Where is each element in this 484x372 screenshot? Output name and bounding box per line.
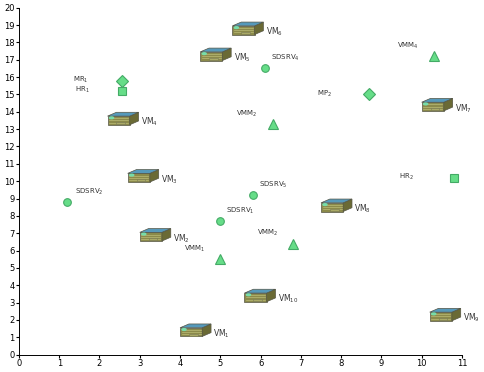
Text: VM$_6$: VM$_6$ (266, 26, 283, 38)
Text: VM$_1$: VM$_1$ (213, 328, 230, 340)
Polygon shape (107, 116, 130, 125)
Text: VM$_5$: VM$_5$ (234, 52, 250, 64)
Polygon shape (267, 289, 275, 302)
Text: VM$_2$: VM$_2$ (173, 232, 190, 245)
Text: MP$_2$: MP$_2$ (317, 89, 332, 99)
Polygon shape (321, 203, 343, 212)
Polygon shape (343, 199, 352, 212)
Text: VM$_7$: VM$_7$ (455, 102, 472, 115)
Polygon shape (150, 170, 159, 182)
Polygon shape (444, 99, 453, 111)
Bar (117, 122, 125, 124)
Polygon shape (162, 228, 171, 241)
Polygon shape (107, 112, 138, 116)
Circle shape (182, 328, 186, 330)
Circle shape (202, 53, 206, 55)
Text: VM$_3$: VM$_3$ (161, 173, 178, 186)
Text: SDSRV$_1$: SDSRV$_1$ (227, 206, 255, 216)
Polygon shape (430, 308, 461, 312)
Bar (209, 58, 218, 60)
Bar (189, 334, 198, 336)
Bar (149, 238, 157, 240)
Polygon shape (244, 293, 267, 302)
Bar (439, 318, 447, 320)
Circle shape (109, 117, 114, 119)
Polygon shape (130, 112, 138, 125)
Text: VMM$_2$: VMM$_2$ (236, 109, 258, 119)
Polygon shape (140, 228, 171, 232)
Bar (241, 32, 250, 34)
Text: SDSRV$_2$: SDSRV$_2$ (76, 187, 104, 197)
Polygon shape (430, 312, 452, 321)
Polygon shape (232, 26, 255, 35)
Polygon shape (244, 289, 275, 293)
Circle shape (432, 313, 436, 315)
Text: SDSRV$_5$: SDSRV$_5$ (258, 180, 287, 190)
Text: SDSRV$_4$: SDSRV$_4$ (271, 53, 300, 63)
Text: MR$_1$: MR$_1$ (73, 74, 89, 85)
Polygon shape (321, 199, 352, 203)
Text: HR$_2$: HR$_2$ (399, 172, 414, 182)
Polygon shape (200, 52, 222, 61)
Polygon shape (128, 173, 150, 182)
Circle shape (246, 294, 251, 296)
Circle shape (323, 204, 327, 205)
Text: VMM$_4$: VMM$_4$ (397, 41, 419, 51)
Polygon shape (255, 22, 263, 35)
Bar (136, 179, 145, 181)
Polygon shape (422, 99, 453, 102)
Circle shape (142, 233, 146, 235)
Polygon shape (128, 170, 159, 173)
Text: VMM$_1$: VMM$_1$ (184, 244, 206, 254)
Text: VMM$_2$: VMM$_2$ (257, 228, 278, 238)
Circle shape (424, 103, 428, 105)
Polygon shape (200, 48, 231, 52)
Bar (330, 209, 339, 211)
Circle shape (130, 174, 134, 176)
Polygon shape (422, 102, 444, 111)
Polygon shape (180, 324, 211, 328)
Text: VM$_8$: VM$_8$ (354, 203, 371, 215)
Text: HR$_1$: HR$_1$ (76, 85, 90, 95)
Bar (253, 299, 262, 301)
Polygon shape (202, 324, 211, 336)
Text: VM$_4$: VM$_4$ (141, 116, 158, 128)
Polygon shape (452, 308, 461, 321)
Polygon shape (180, 328, 202, 336)
Polygon shape (222, 48, 231, 61)
Bar (430, 108, 439, 110)
Text: VM$_9$: VM$_9$ (463, 312, 480, 324)
Text: VM$_{10}$: VM$_{10}$ (278, 293, 298, 305)
Polygon shape (232, 22, 263, 26)
Circle shape (234, 27, 239, 29)
Polygon shape (140, 232, 162, 241)
